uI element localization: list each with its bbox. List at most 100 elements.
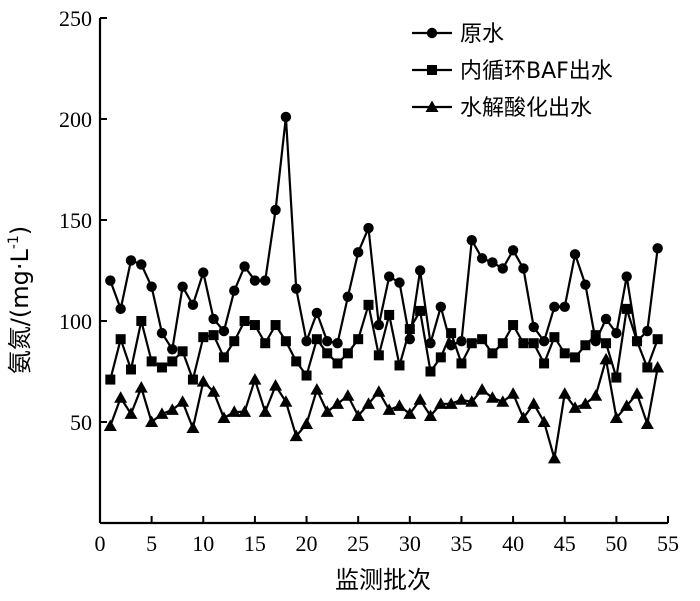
data-point-square: [270, 320, 281, 331]
data-point-circle: [559, 301, 570, 313]
x-tick-label: 45: [554, 531, 576, 556]
data-point-triangle: [640, 417, 654, 430]
data-point-triangle: [217, 411, 231, 423]
data-point-triangle: [454, 393, 468, 405]
data-point-triangle: [258, 405, 272, 417]
data-point-square: [652, 334, 663, 345]
data-point-square: [632, 336, 643, 347]
data-point-triangle: [103, 419, 117, 432]
data-point-square: [539, 358, 550, 369]
data-point-circle: [105, 275, 116, 286]
data-point-circle: [177, 281, 188, 292]
x-tick-label: 55: [657, 531, 679, 556]
series-line-circle: [109, 115, 659, 351]
data-point-square: [229, 336, 240, 347]
data-point-triangle: [506, 387, 520, 399]
data-point-triangle: [496, 395, 510, 407]
data-point-square: [570, 352, 581, 363]
data-point-square: [363, 299, 374, 310]
data-point-square: [177, 346, 188, 357]
data-point-square: [580, 340, 591, 351]
x-tick-label: 25: [347, 531, 369, 556]
data-point-triangle: [289, 429, 303, 442]
data-point-triangle: [589, 389, 603, 401]
x-tick-label: 15: [244, 531, 266, 556]
data-point-triangle: [155, 407, 169, 419]
data-point-circle: [580, 279, 591, 290]
data-point-triangle: [227, 405, 241, 417]
data-point-triangle: [599, 352, 613, 365]
data-point-square: [394, 360, 405, 371]
data-point-triangle: [320, 405, 334, 417]
data-point-square: [435, 352, 446, 363]
data-point-circle: [208, 313, 219, 325]
data-point-square: [239, 316, 250, 326]
y-tick-label: 150: [59, 208, 92, 233]
data-point-square: [456, 358, 467, 369]
data-point-square: [156, 362, 167, 373]
data-point-square: [528, 338, 539, 349]
data-point-square: [611, 372, 622, 383]
data-point-circle: [383, 271, 395, 282]
data-point-circle: [569, 249, 581, 260]
legend-marker-square: [427, 65, 437, 75]
data-point-circle: [497, 263, 508, 274]
data-point-triangle: [145, 415, 159, 427]
data-point-square: [198, 332, 209, 343]
data-point-circle: [311, 307, 323, 319]
data-point-triangle: [609, 411, 623, 423]
data-point-circle: [136, 259, 147, 270]
data-point-circle: [363, 222, 374, 234]
data-point-square: [146, 356, 157, 367]
data-point-triangle: [444, 397, 458, 409]
data-point-circle: [456, 336, 467, 347]
data-point-square: [301, 370, 312, 381]
data-point-circle: [611, 327, 622, 339]
y-axis-title: 氨氮/(mg·L-1): [6, 226, 34, 374]
data-point-triangle: [465, 395, 479, 407]
data-point-circle: [218, 325, 230, 337]
x-tick-label: 10: [192, 531, 214, 556]
data-point-triangle: [547, 451, 561, 464]
data-point-circle: [301, 336, 312, 347]
data-point-triangle: [434, 397, 448, 409]
data-point-square: [136, 316, 147, 326]
data-point-square: [187, 374, 198, 385]
y-tick-label: 250: [59, 6, 92, 31]
data-point-circle: [125, 255, 137, 266]
data-point-triangle: [248, 373, 262, 385]
data-point-triangle: [372, 385, 386, 397]
data-point-circle: [425, 338, 436, 349]
x-tick-label: 50: [605, 531, 627, 556]
data-point-triangle: [516, 411, 530, 423]
data-point-circle: [332, 338, 343, 349]
data-point-triangle: [341, 389, 355, 401]
data-point-square: [601, 338, 612, 349]
data-point-square: [218, 352, 229, 363]
data-point-square: [497, 338, 508, 349]
data-point-circle: [652, 243, 663, 254]
data-point-square: [208, 330, 219, 341]
data-point-triangle: [558, 387, 572, 399]
data-point-square: [549, 332, 560, 343]
data-point-triangle: [537, 415, 551, 427]
data-point-triangle: [382, 403, 396, 415]
data-point-square: [384, 309, 395, 320]
x-axis-title: 监测批次: [335, 566, 431, 594]
x-tick-label: 40: [502, 531, 524, 556]
data-point-square: [260, 338, 271, 349]
y-tick-label: 50: [70, 410, 92, 435]
data-point-circle: [342, 291, 354, 302]
y-tick-label: 200: [59, 107, 92, 132]
data-point-square: [477, 334, 488, 345]
data-point-circle: [260, 275, 271, 286]
data-point-square: [508, 320, 519, 331]
data-point-square: [280, 336, 291, 347]
data-point-triangle: [578, 397, 592, 409]
data-point-circle: [487, 257, 498, 268]
data-point-circle: [476, 253, 488, 264]
legend-label: 水解酸化出水: [460, 96, 592, 121]
data-point-circle: [528, 321, 539, 333]
data-point-circle: [229, 285, 240, 296]
